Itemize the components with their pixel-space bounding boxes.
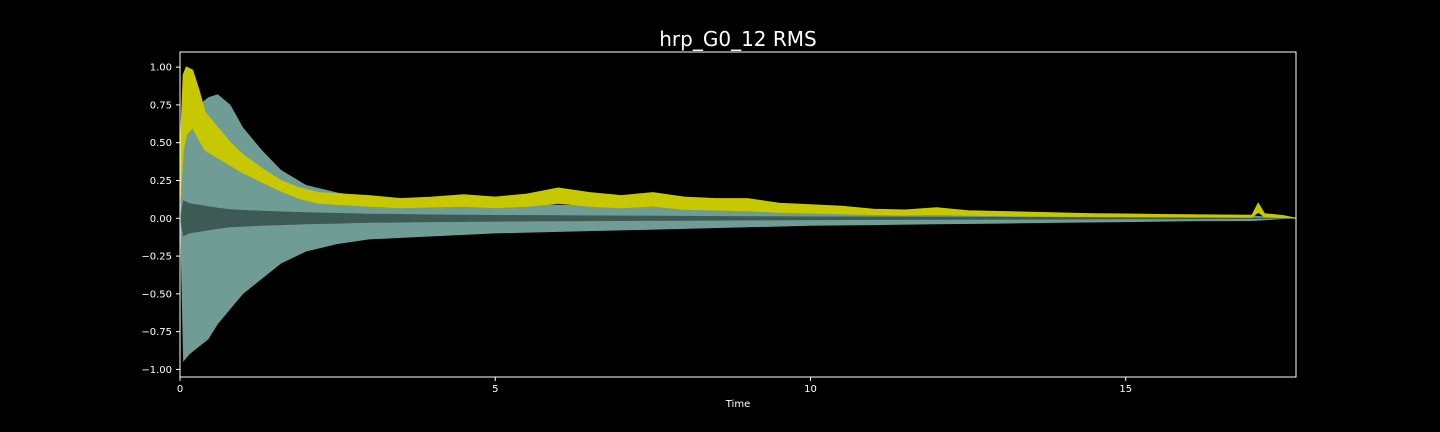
plot-area (179, 51, 1297, 378)
y-tick-label: −1.00 (141, 365, 172, 376)
y-tick-label: 0.75 (150, 100, 172, 111)
waveform-core (180, 200, 1296, 237)
y-tick-label: 1.00 (150, 63, 172, 74)
x-tick-label: 10 (804, 384, 817, 395)
y-tick-label: −0.25 (141, 252, 172, 263)
x-axis: 0 5 10 15 (177, 377, 1132, 395)
y-tick-label: 0.50 (150, 138, 172, 149)
axes-frame (179, 51, 1297, 378)
rms-layer (179, 66, 1297, 219)
y-tick-label: −0.75 (141, 327, 172, 338)
x-axis-label: Time (725, 399, 750, 410)
waveform-layer (180, 94, 1296, 362)
x-tick-label: 0 (177, 384, 183, 395)
rms-band (179, 66, 1297, 219)
x-tick-label: 5 (492, 384, 498, 395)
y-tick-label: −0.50 (141, 289, 172, 300)
x-tick-label: 15 (1119, 384, 1132, 395)
y-tick-label: 0.00 (150, 214, 172, 225)
chart-title: hrp_G0_12 RMS (659, 27, 816, 51)
y-tick-label: 0.25 (150, 176, 172, 187)
y-axis: −1.00 −0.75 −0.50 −0.25 0.00 0.25 0.50 0.75 1.00 (141, 63, 180, 376)
waveform-envelope (180, 94, 1296, 362)
